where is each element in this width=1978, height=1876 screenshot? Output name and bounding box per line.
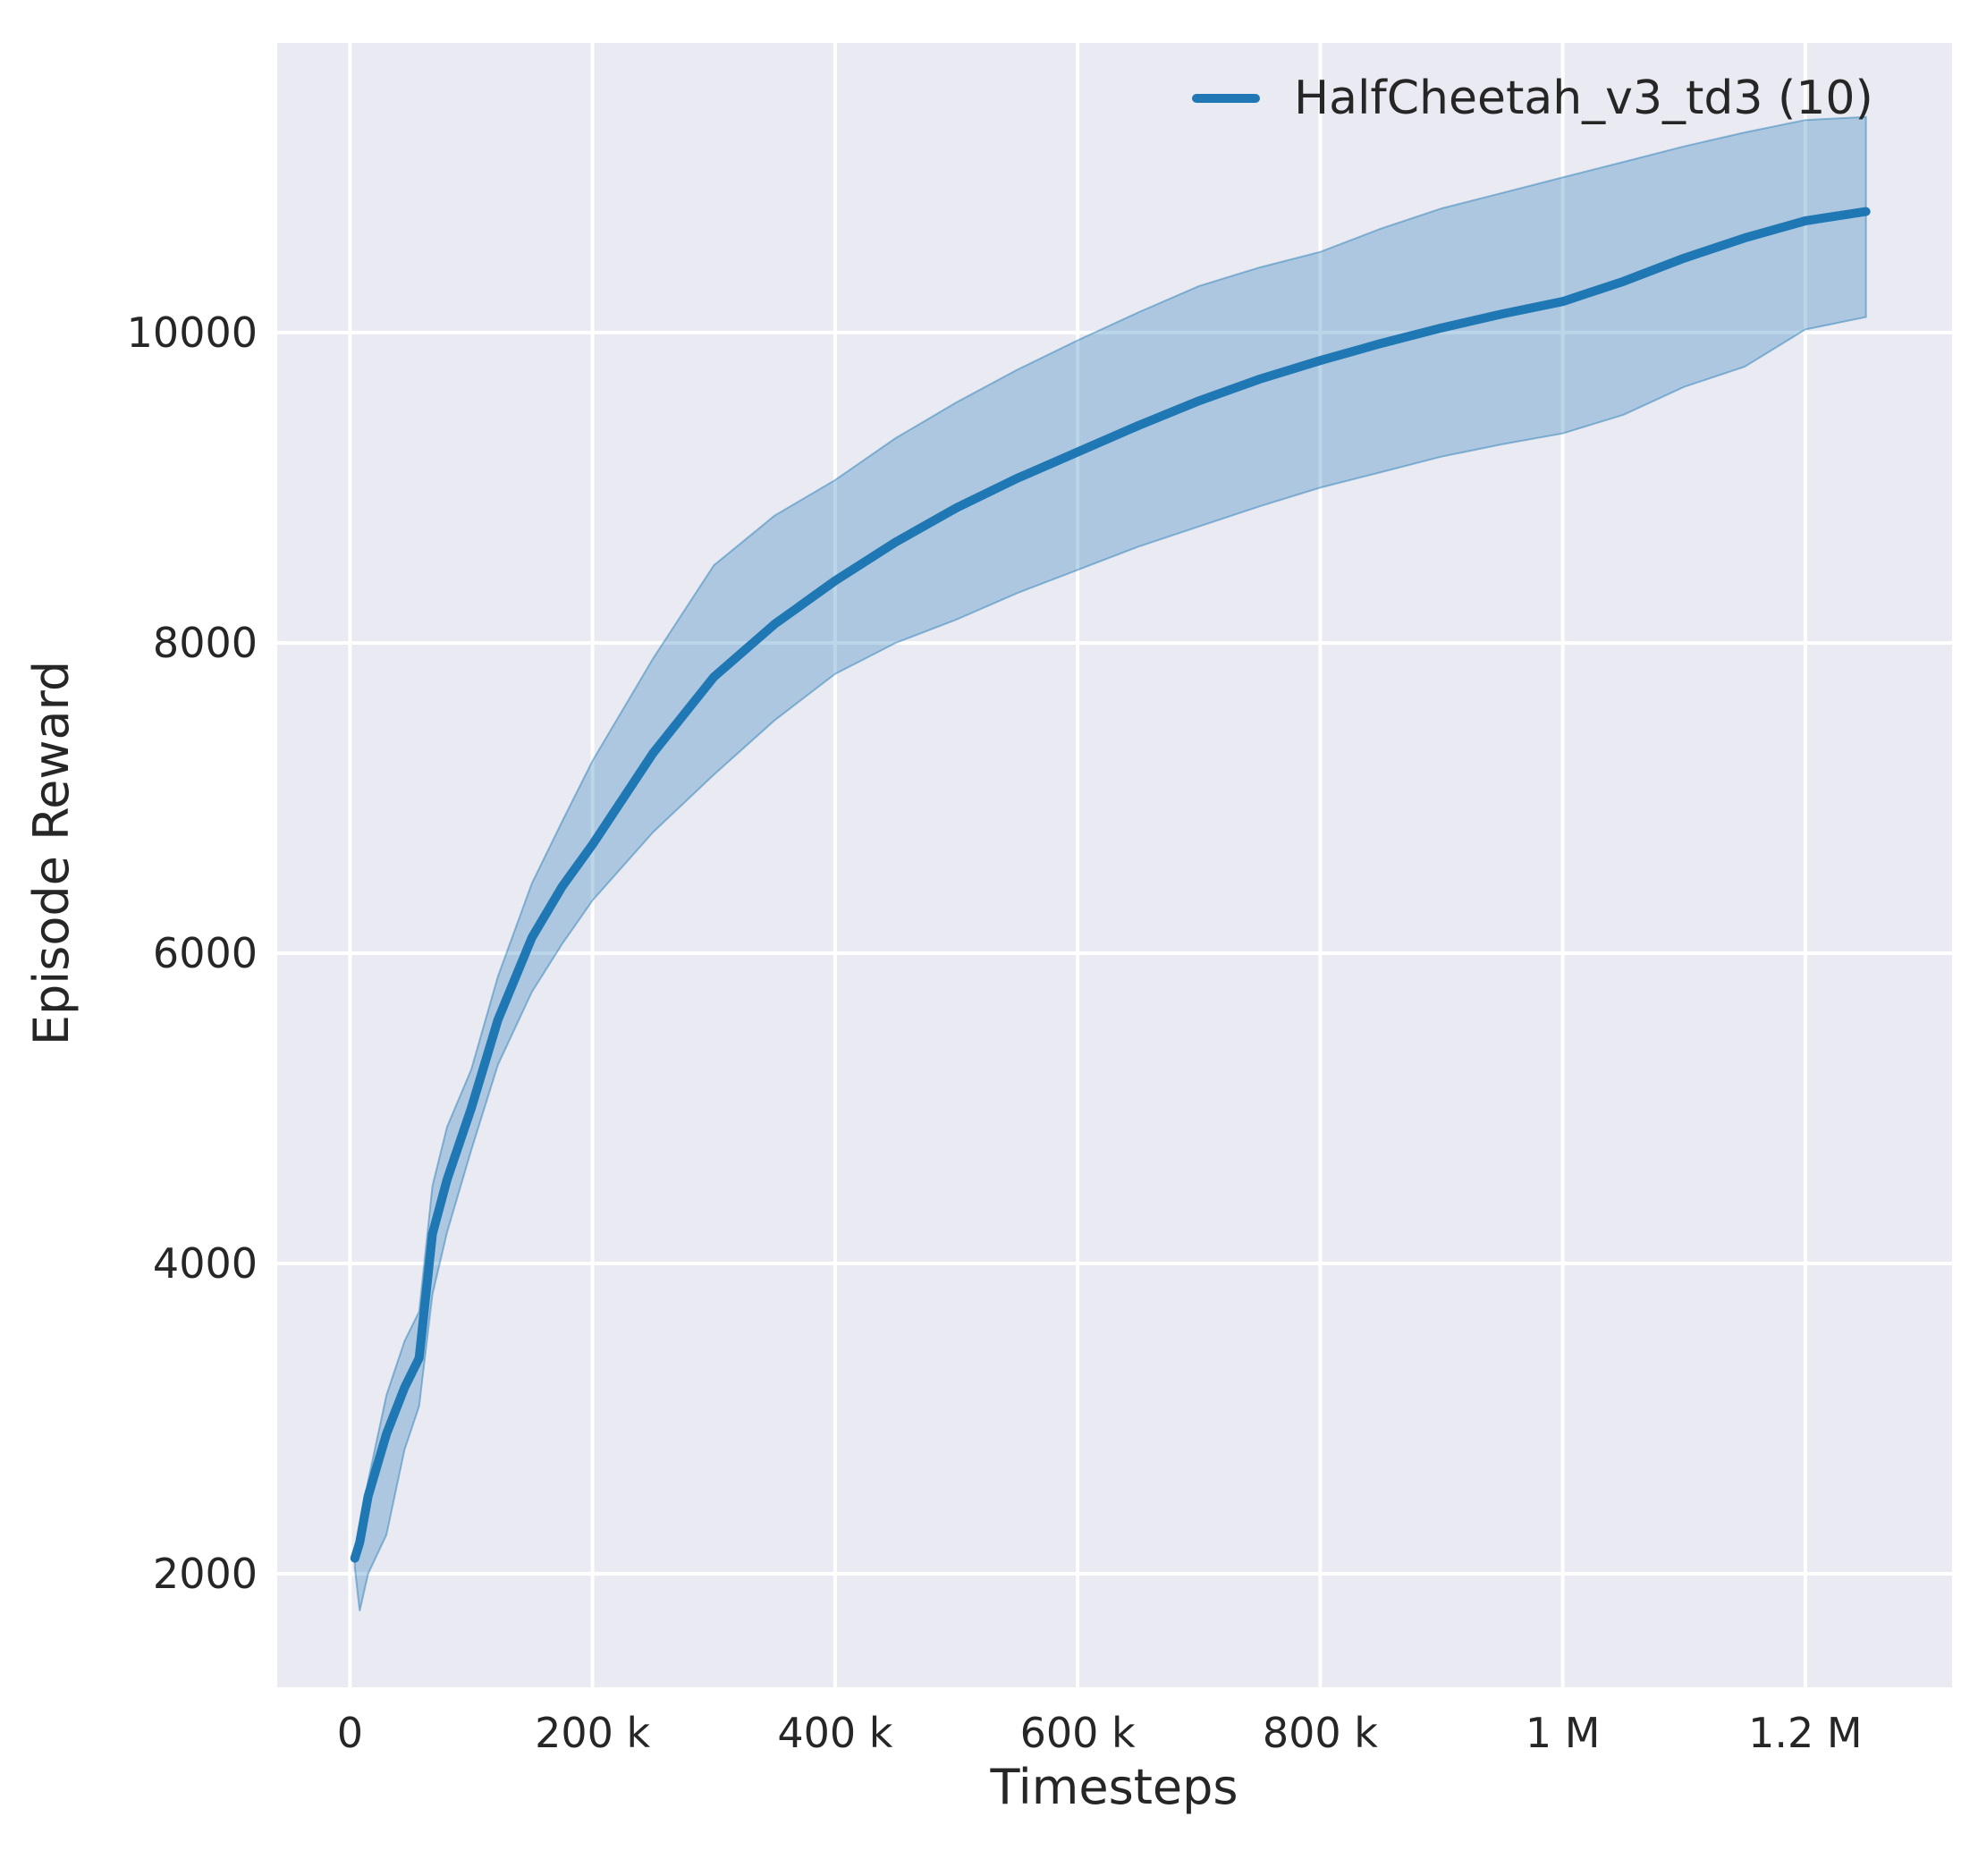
x-tick-label: 1.2 M [1748, 1709, 1863, 1757]
y-tick-label: 10000 [126, 308, 258, 357]
plot-area [277, 43, 1952, 1687]
y-tick-label: 8000 [152, 618, 258, 667]
y-axis-title: Episode Reward [23, 660, 80, 1046]
x-tick-label: 1 M [1525, 1709, 1601, 1757]
legend: HalfCheetah_v3_td3 (10) [1192, 75, 1873, 122]
x-tick-label: 0 [336, 1709, 364, 1757]
legend-line-swatch [1192, 94, 1260, 103]
legend-label: HalfCheetah_v3_td3 (10) [1294, 72, 1873, 125]
mean-line [350, 207, 1871, 1563]
x-tick-label: 800 k [1262, 1709, 1378, 1757]
y-tick-label: 2000 [152, 1549, 258, 1598]
confidence-band [353, 115, 1867, 1611]
y-tick-label: 6000 [152, 928, 258, 977]
x-tick-label: 200 k [535, 1709, 651, 1757]
y-tick-label: 4000 [152, 1238, 258, 1288]
x-tick-label: 400 k [777, 1709, 893, 1757]
x-axis-title: Timesteps [990, 1759, 1238, 1815]
x-tick-label: 600 k [1019, 1709, 1136, 1757]
